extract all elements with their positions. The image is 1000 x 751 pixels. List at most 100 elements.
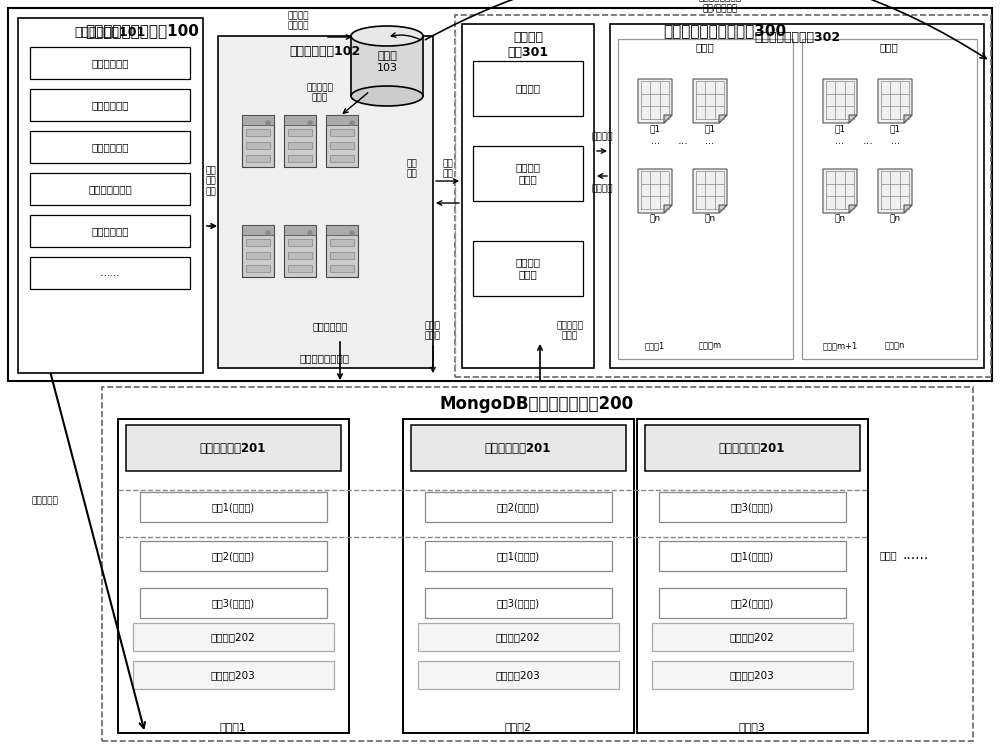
Bar xyxy=(242,115,274,125)
Bar xyxy=(425,588,612,618)
Bar xyxy=(140,492,327,522)
Bar xyxy=(140,541,327,571)
Bar xyxy=(326,225,358,235)
Text: 数据
更新: 数据 更新 xyxy=(443,159,453,179)
Bar xyxy=(351,36,423,96)
Text: 前置通信服务器集群100: 前置通信服务器集群100 xyxy=(85,23,199,38)
Polygon shape xyxy=(638,79,672,123)
Text: 数据持久
化接口: 数据持久 化接口 xyxy=(516,162,540,184)
Text: 原始数据文件: 原始数据文件 xyxy=(312,321,348,331)
Bar xyxy=(326,115,358,167)
Bar xyxy=(473,241,583,296)
Text: 读取原始数
据文件: 读取原始数 据文件 xyxy=(557,321,583,341)
Ellipse shape xyxy=(351,26,423,46)
Circle shape xyxy=(266,121,270,125)
Bar xyxy=(288,252,312,259)
Text: 服务器1: 服务器1 xyxy=(645,342,665,351)
Text: 分片3(从副本): 分片3(从副本) xyxy=(211,598,255,608)
Ellipse shape xyxy=(351,86,423,106)
Bar xyxy=(246,265,270,272)
Bar xyxy=(610,24,984,368)
Text: 通信接口模块101: 通信接口模块101 xyxy=(74,26,146,39)
Text: 规约解析接口: 规约解析接口 xyxy=(91,226,129,236)
Bar xyxy=(246,239,270,246)
Text: 服务器n: 服务器n xyxy=(885,342,905,351)
Text: 服务器m+1: 服务器m+1 xyxy=(822,342,858,351)
Bar xyxy=(242,115,274,167)
Text: 路由模块202: 路由模块202 xyxy=(730,632,774,642)
Text: 更新文件
上传时间: 更新文件 上传时间 xyxy=(287,11,309,31)
Circle shape xyxy=(350,231,354,235)
Text: 表1: 表1 xyxy=(704,125,716,134)
Text: 分片2(从副本): 分片2(从副本) xyxy=(211,551,255,561)
Bar xyxy=(246,129,270,136)
Text: 原始数据文件读取
开始/结束时间: 原始数据文件读取 开始/结束时间 xyxy=(698,0,742,13)
Text: 表n: 表n xyxy=(649,215,661,224)
Text: MongoDB私有云存储平台200: MongoDB私有云存储平台200 xyxy=(440,395,634,413)
Bar xyxy=(473,146,583,201)
Bar xyxy=(284,115,316,167)
Text: ...: ... xyxy=(891,136,900,146)
Bar xyxy=(218,36,433,368)
Bar xyxy=(330,142,354,149)
Polygon shape xyxy=(719,205,727,213)
Text: 服务器2: 服务器2 xyxy=(505,722,532,732)
Bar xyxy=(30,257,190,289)
Text: 分片2(主副本): 分片2(主副本) xyxy=(496,502,540,512)
Bar xyxy=(652,661,853,689)
Polygon shape xyxy=(823,79,857,123)
Text: 数据处理
模块301: 数据处理 模块301 xyxy=(507,31,549,59)
Text: 路由模块202: 路由模块202 xyxy=(211,632,255,642)
Bar xyxy=(288,142,312,149)
Text: 写入文件配
置信息: 写入文件配 置信息 xyxy=(307,83,333,103)
Text: ......: ...... xyxy=(903,548,929,562)
Bar xyxy=(288,155,312,162)
Bar xyxy=(242,225,274,277)
Polygon shape xyxy=(904,115,912,123)
Text: 服务器1: 服务器1 xyxy=(220,722,246,732)
Text: 路由模块202: 路由模块202 xyxy=(496,632,540,642)
Bar xyxy=(284,115,316,125)
Text: 配置库
103: 配置库 103 xyxy=(376,51,398,73)
Bar xyxy=(330,129,354,136)
Text: ...: ... xyxy=(678,136,688,146)
Text: 表1: 表1 xyxy=(889,125,901,134)
Text: 分片1(从副本): 分片1(从副本) xyxy=(496,551,540,561)
Bar xyxy=(418,661,619,689)
Bar xyxy=(30,173,190,205)
Text: ...: ... xyxy=(863,136,873,146)
Bar xyxy=(411,425,626,471)
Bar xyxy=(659,588,846,618)
Bar xyxy=(126,425,341,471)
Text: 分片3(主副本): 分片3(主副本) xyxy=(730,502,774,512)
Bar xyxy=(802,39,977,359)
Text: 生产库: 生产库 xyxy=(696,42,714,52)
Text: 表1: 表1 xyxy=(834,125,846,134)
Bar xyxy=(246,142,270,149)
Bar xyxy=(403,419,634,733)
Bar xyxy=(455,15,991,377)
Bar xyxy=(330,239,354,246)
Bar xyxy=(284,225,316,277)
Circle shape xyxy=(308,231,312,235)
Text: ...: ... xyxy=(650,136,660,146)
Bar xyxy=(140,588,327,618)
Polygon shape xyxy=(693,79,727,123)
Bar xyxy=(330,265,354,272)
Polygon shape xyxy=(878,169,912,213)
Bar xyxy=(418,623,619,651)
Polygon shape xyxy=(849,115,857,123)
Bar xyxy=(118,419,349,733)
Bar xyxy=(133,623,334,651)
Bar xyxy=(659,492,846,522)
Bar xyxy=(18,18,203,373)
Text: 终端档
案更新: 终端档 案更新 xyxy=(425,321,441,341)
Text: 业务数据: 业务数据 xyxy=(591,132,613,141)
Polygon shape xyxy=(693,169,727,213)
Text: 档案
加载: 档案 加载 xyxy=(407,159,417,179)
Bar xyxy=(288,129,312,136)
Text: 表n: 表n xyxy=(704,215,716,224)
Text: 状态监控接口: 状态监控接口 xyxy=(91,100,129,110)
Bar xyxy=(284,225,316,235)
Bar xyxy=(8,8,992,381)
